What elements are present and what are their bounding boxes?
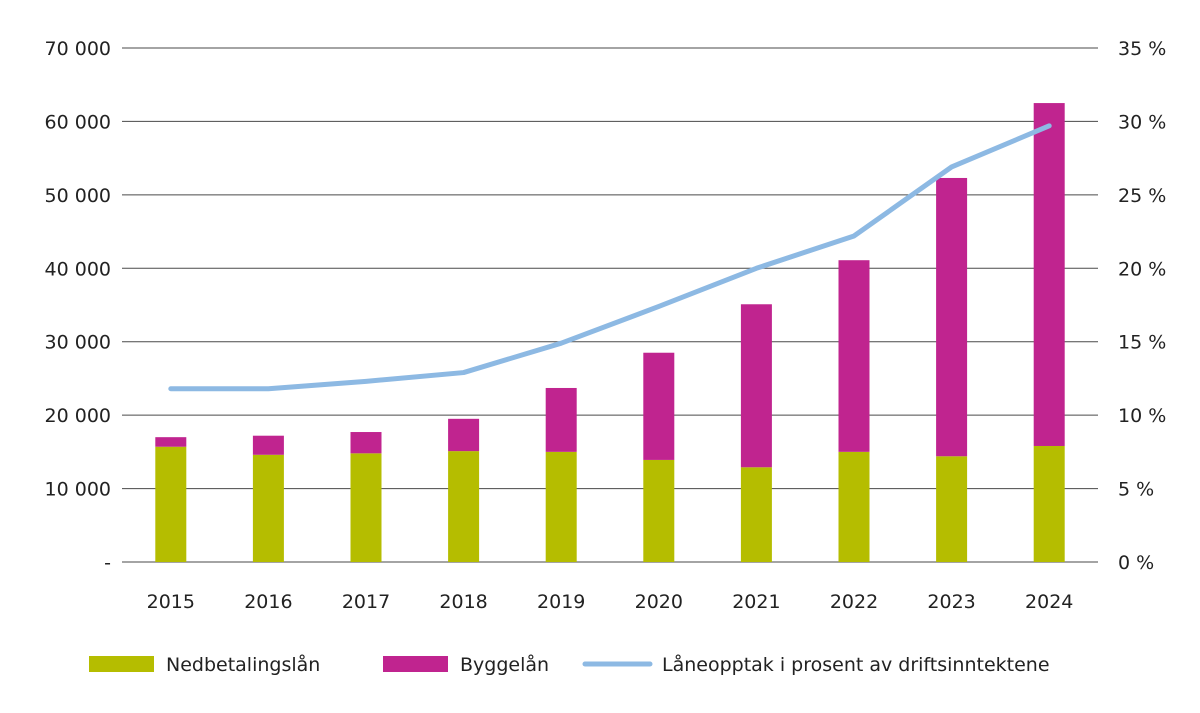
line-series [171, 126, 1050, 389]
bar-Byggelån [1034, 103, 1065, 446]
y2-tick-label: 20 % [1118, 258, 1166, 280]
bar-Byggelån [741, 304, 772, 467]
x-tick-label: 2023 [927, 591, 975, 613]
x-tick-label: 2015 [147, 591, 195, 613]
bar-Byggelån [448, 419, 479, 451]
bar-Byggelån [839, 260, 870, 452]
bar-Byggelån [546, 388, 577, 452]
bar-Byggelån [155, 437, 186, 447]
y2-tick-label: 25 % [1118, 185, 1166, 207]
legend-label: Nedbetalingslån [166, 653, 320, 676]
x-tick-label: 2022 [830, 591, 878, 613]
line-Låneopptak i prosent av driftsinntektene [171, 126, 1049, 389]
bars [155, 103, 1064, 562]
x-tick-label: 2016 [244, 591, 292, 613]
x-tick-label: 2024 [1025, 591, 1073, 613]
bar-Nedbetalingslån [351, 453, 382, 562]
legend-swatch-nedbetalingslan [89, 656, 154, 672]
y2-tick-label: 5 % [1118, 479, 1154, 501]
y-tick-label: 20 000 [45, 405, 111, 427]
y-axis-left: - 10 000 20 000 30 000 40 000 50 000 60 000 70 … [45, 38, 111, 574]
x-tick-label: 2018 [439, 591, 487, 613]
x-tick-label: 2019 [537, 591, 585, 613]
bar-Nedbetalingslån [643, 460, 674, 562]
y-tick-label: 60 000 [45, 111, 111, 133]
x-axis: 2015 2016 2017 2018 2019 2020 2021 2022 2023 2024 [147, 591, 1074, 613]
bar-Nedbetalingslån [155, 447, 186, 562]
y2-tick-label: 15 % [1118, 332, 1166, 354]
y-tick-label: 70 000 [45, 38, 111, 60]
y-tick-label: - [104, 552, 111, 574]
x-tick-label: 2020 [635, 591, 683, 613]
bar-Byggelån [643, 353, 674, 460]
y-tick-label: 10 000 [45, 479, 111, 501]
legend-label: Låneopptak i prosent av driftsinntektene [662, 653, 1050, 676]
bar-Nedbetalingslån [839, 452, 870, 562]
bar-Nedbetalingslån [1034, 446, 1065, 562]
y-tick-label: 40 000 [45, 258, 111, 280]
y2-tick-label: 0 % [1118, 552, 1154, 574]
legend: Nedbetalingslån Byggelån Låneopptak i pros… [89, 653, 1050, 676]
bar-Nedbetalingslån [546, 452, 577, 562]
bar-Nedbetalingslån [253, 455, 284, 562]
legend-label: Byggelån [460, 653, 549, 676]
bar-Nedbetalingslån [741, 467, 772, 562]
x-tick-label: 2017 [342, 591, 390, 613]
legend-swatch-byggelan [383, 656, 448, 672]
bar-Byggelån [351, 432, 382, 453]
y2-tick-label: 10 % [1118, 405, 1166, 427]
y-tick-label: 50 000 [45, 185, 111, 207]
y2-tick-label: 35 % [1118, 38, 1166, 60]
y-axis-right: 0 % 5 % 10 % 15 % 20 % 25 % 30 % 35 % [1118, 38, 1166, 574]
x-tick-label: 2021 [732, 591, 780, 613]
bar-Byggelån [936, 178, 967, 456]
y-tick-label: 30 000 [45, 332, 111, 354]
bar-Nedbetalingslån [936, 456, 967, 562]
y2-tick-label: 30 % [1118, 111, 1166, 133]
bar-Byggelån [253, 436, 284, 455]
bar-Nedbetalingslån [448, 451, 479, 562]
